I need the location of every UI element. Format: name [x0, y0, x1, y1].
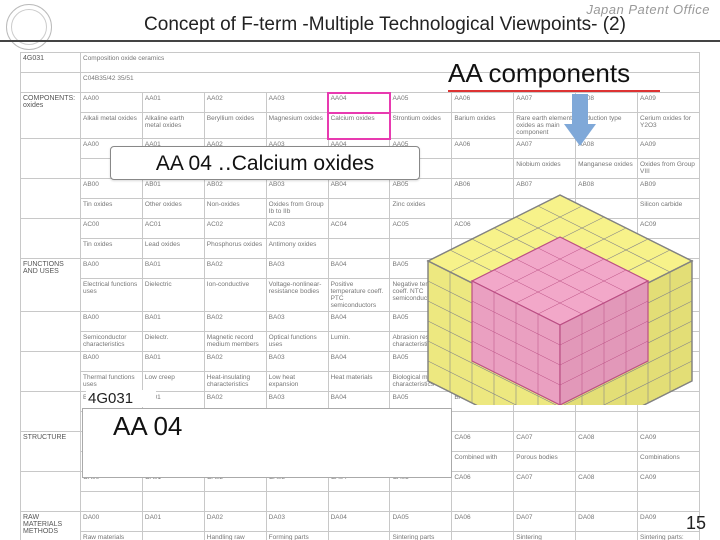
callout-aa04-box: AA 04 ‥Calcium oxides — [110, 146, 420, 180]
callout-underline — [448, 90, 660, 92]
page-title: Concept of F-term -Multiple Technologica… — [60, 14, 710, 36]
page-number: 15 — [686, 513, 706, 534]
callout-aa04-code: AA 04 — [82, 408, 452, 478]
jpo-seal-icon — [6, 4, 52, 50]
slide-page: Japan Patent Office Concept of F-term -M… — [0, 0, 720, 540]
title-divider — [0, 40, 720, 42]
cube-diagram — [420, 155, 700, 405]
callout-theme-code: 4G031 — [86, 390, 156, 407]
callout-aa-components: AA components — [448, 58, 630, 89]
arrow-down-icon — [560, 94, 600, 148]
